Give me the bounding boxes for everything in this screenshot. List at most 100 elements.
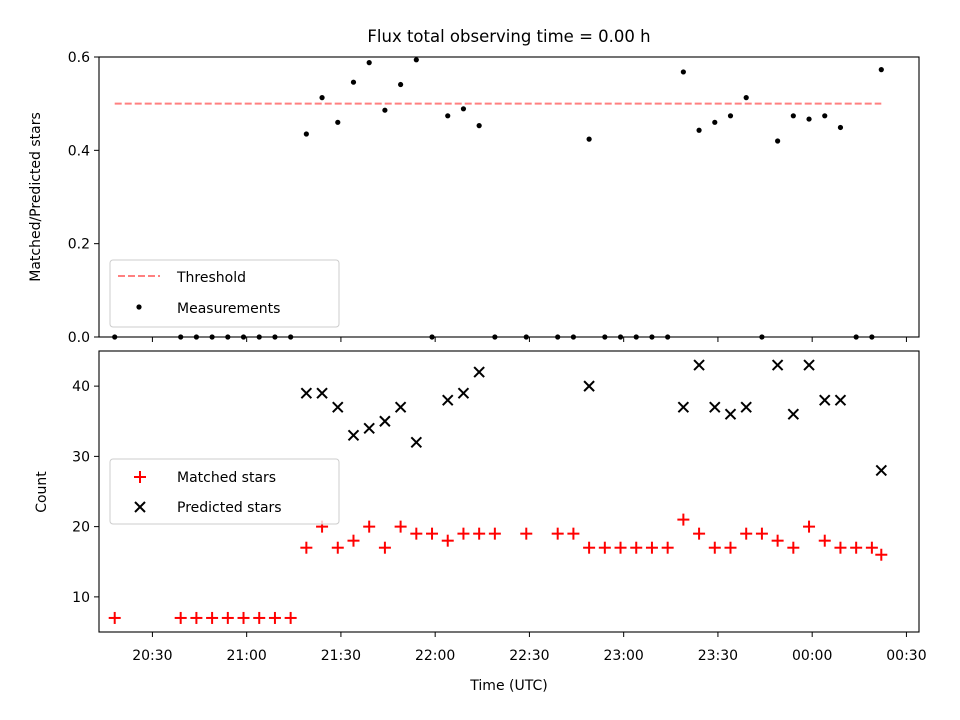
predicted-star-point: [457, 387, 470, 399]
predicted-mark-b: [693, 359, 705, 371]
predicted-star-point: [379, 415, 391, 427]
predicted-star-point: [819, 394, 831, 406]
matched-star-point: [441, 534, 454, 547]
predicted-star-point: [300, 387, 313, 399]
measurement-point: [460, 106, 467, 112]
matched-star-point: [755, 527, 768, 540]
measurement-point: [878, 67, 884, 73]
predicted-mark-b: [771, 359, 784, 371]
measurement-point: [350, 79, 357, 85]
predicted-star-point: [709, 401, 721, 413]
matched-star-point: [583, 541, 596, 554]
predicted-mark-b: [819, 394, 831, 406]
x-tick-label: 00:30: [886, 648, 926, 664]
top-y-tick-label: 0.6: [68, 50, 90, 66]
predicted-star-point: [740, 401, 752, 413]
matched-star-point: [394, 520, 407, 533]
top-y-axis-label: Matched/Predicted stars: [28, 112, 44, 282]
measurement-point: [335, 119, 341, 125]
matched-star-point: [253, 611, 266, 624]
bottom-y-tick-label: 30: [72, 449, 90, 465]
legend-threshold-label: Threshold: [176, 270, 246, 286]
legend-matched-swatch: [134, 471, 146, 483]
matched-star-point: [457, 527, 470, 540]
measurement-point: [476, 123, 482, 129]
measurement-point: [822, 113, 828, 119]
measurement-point: [398, 81, 404, 88]
bottom-y-tick-label: 20: [72, 520, 90, 536]
predicted-star-point: [442, 394, 454, 406]
predicted-mark-b: [875, 464, 888, 477]
x-tick-label: 21:00: [226, 648, 266, 664]
measurement-point: [712, 119, 718, 125]
matched-star-point: [724, 541, 737, 554]
matched-star-point: [190, 611, 203, 624]
x-tick-label: 00:00: [792, 648, 832, 664]
legend-predicted-swatch: [134, 501, 146, 513]
measurement-point: [837, 124, 844, 131]
predicted-star-point: [787, 408, 800, 420]
measurement-point: [319, 95, 325, 101]
bottom-y-axis-label: Count: [34, 471, 50, 513]
matched-star-point: [875, 548, 888, 561]
predicted-star-point: [693, 359, 705, 371]
x-tick-label: 22:00: [415, 648, 455, 664]
measurement-point: [790, 113, 796, 119]
bottom-legend: Matched stars Predicted stars: [109, 458, 340, 525]
x-tick-label: 22:30: [509, 648, 549, 664]
matched-star-point: [834, 541, 847, 554]
predicted-star-point: [473, 366, 485, 378]
matched-star-point: [614, 541, 627, 554]
matched-star-point: [567, 527, 580, 540]
matched-star-point: [661, 541, 674, 554]
matched-star-point: [221, 611, 234, 624]
matched-star-point: [630, 541, 643, 554]
legend-measurements-swatch: [136, 304, 142, 310]
predicted-mark-b: [442, 394, 454, 406]
predicted-mark-b: [394, 401, 407, 413]
top-axes-frame: [98, 56, 920, 338]
matched-star-point: [865, 541, 878, 554]
predicted-mark-b: [379, 415, 391, 427]
measurement-point: [727, 113, 734, 119]
top-y-ticks: 0.0 0.2 0.4 0.6: [68, 50, 99, 346]
matched-star-point: [708, 541, 721, 554]
legend-matched-label: Matched stars: [177, 470, 276, 486]
predicted-star-point: [332, 401, 344, 413]
measurement-point: [680, 69, 686, 75]
matched-star-point: [108, 611, 121, 624]
matched-star-point: [850, 541, 863, 554]
predicted-star-point: [834, 394, 847, 406]
matched-star-point: [378, 541, 391, 554]
predicted-star-point: [316, 387, 328, 399]
x-axis-label: Time (UTC): [469, 678, 547, 694]
measurement-point: [382, 107, 388, 113]
predicted-star-point: [677, 401, 690, 413]
matched-star-point: [598, 541, 611, 554]
x-tick-label: 20:30: [132, 648, 172, 664]
measurement-point: [806, 116, 812, 122]
matched-star-point: [426, 527, 439, 540]
predicted-mark-b: [709, 401, 721, 413]
predicted-mark-b: [677, 401, 690, 413]
predicted-mark-b: [332, 401, 344, 413]
matched-star-point: [284, 611, 297, 624]
matched-star-point: [551, 527, 564, 540]
predicted-star-point: [363, 422, 375, 434]
predicted-mark-b: [316, 387, 328, 399]
bottom-y-ticks: 10 20 30 40: [72, 379, 99, 606]
predicted-mark-b: [803, 359, 815, 371]
bottom-y-tick-label: 40: [72, 379, 90, 395]
measurement-point: [743, 95, 749, 101]
matched-star-point: [645, 541, 658, 554]
matched-star-point: [300, 541, 313, 554]
measurement-point: [696, 127, 702, 133]
bottom-y-tick-label: 10: [72, 590, 90, 606]
x-tick-label: 23:00: [603, 648, 643, 664]
top-x-ticks: [151, 337, 907, 342]
top-y-tick-label: 0.0: [68, 330, 90, 346]
measurement-point: [413, 57, 419, 63]
predicted-mark-b: [410, 436, 423, 449]
predicted-star-point: [724, 408, 737, 420]
